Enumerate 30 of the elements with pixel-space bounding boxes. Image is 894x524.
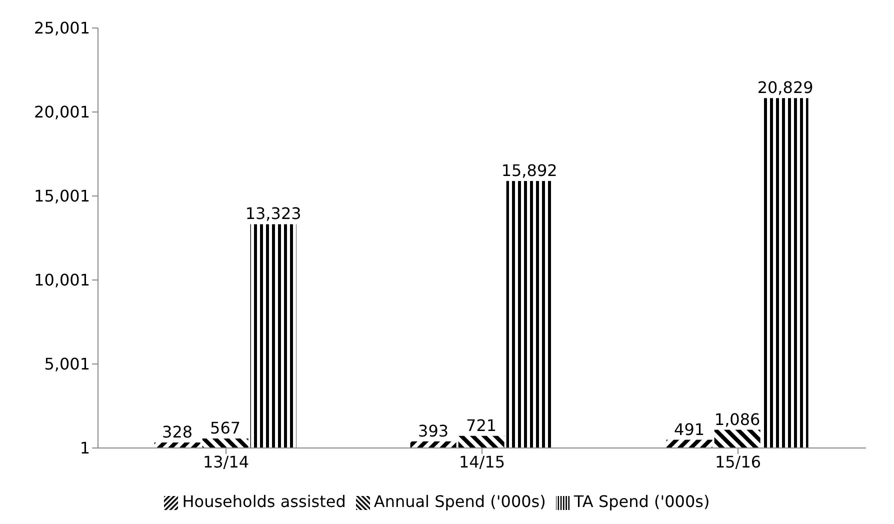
bar: [714, 430, 760, 448]
data-label: 491: [674, 420, 705, 439]
bar: [250, 224, 296, 448]
data-label: 721: [466, 416, 497, 435]
legend-label: Households assisted: [182, 492, 346, 511]
y-tick-label: 5,001: [44, 354, 90, 374]
data-label: 15,892: [501, 161, 558, 180]
data-label: 13,323: [245, 204, 302, 224]
y-tick-label: 10,001: [34, 270, 90, 290]
data-label: 1,086: [714, 410, 760, 429]
x-tick-label: 14/15: [458, 452, 506, 472]
bar: [154, 442, 200, 448]
data-label: 567: [210, 418, 241, 438]
y-tick-label: 15,001: [34, 186, 90, 206]
data-label: 20,829: [757, 78, 814, 98]
data-label: 393: [418, 421, 449, 440]
bar: [506, 181, 552, 448]
bar: [762, 98, 808, 448]
data-label: 328: [162, 422, 193, 442]
y-tick-label: 25,001: [34, 18, 90, 38]
y-tick-label: 20,001: [34, 102, 90, 122]
x-tick-label: 13/14: [202, 452, 250, 472]
bar: [666, 440, 712, 448]
legend-label: TA Spend ('000s): [574, 492, 710, 511]
legend-label: Annual Spend ('000s): [374, 492, 546, 511]
bar: [410, 441, 456, 448]
bar: [202, 438, 248, 448]
y-tick-label: 1: [80, 438, 90, 458]
x-tick-label: 15/16: [714, 452, 762, 472]
bar: [458, 436, 504, 448]
